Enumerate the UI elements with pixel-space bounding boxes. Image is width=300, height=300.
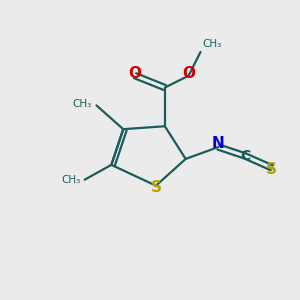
Text: CH₃: CH₃: [61, 175, 80, 185]
Text: CH₃: CH₃: [73, 99, 92, 109]
Text: S: S: [266, 162, 278, 177]
Text: CH₃: CH₃: [202, 39, 221, 49]
Text: O: O: [182, 66, 195, 81]
Text: C: C: [240, 149, 250, 163]
Text: O: O: [129, 66, 142, 81]
Text: N: N: [212, 136, 225, 151]
Text: S: S: [150, 180, 161, 195]
